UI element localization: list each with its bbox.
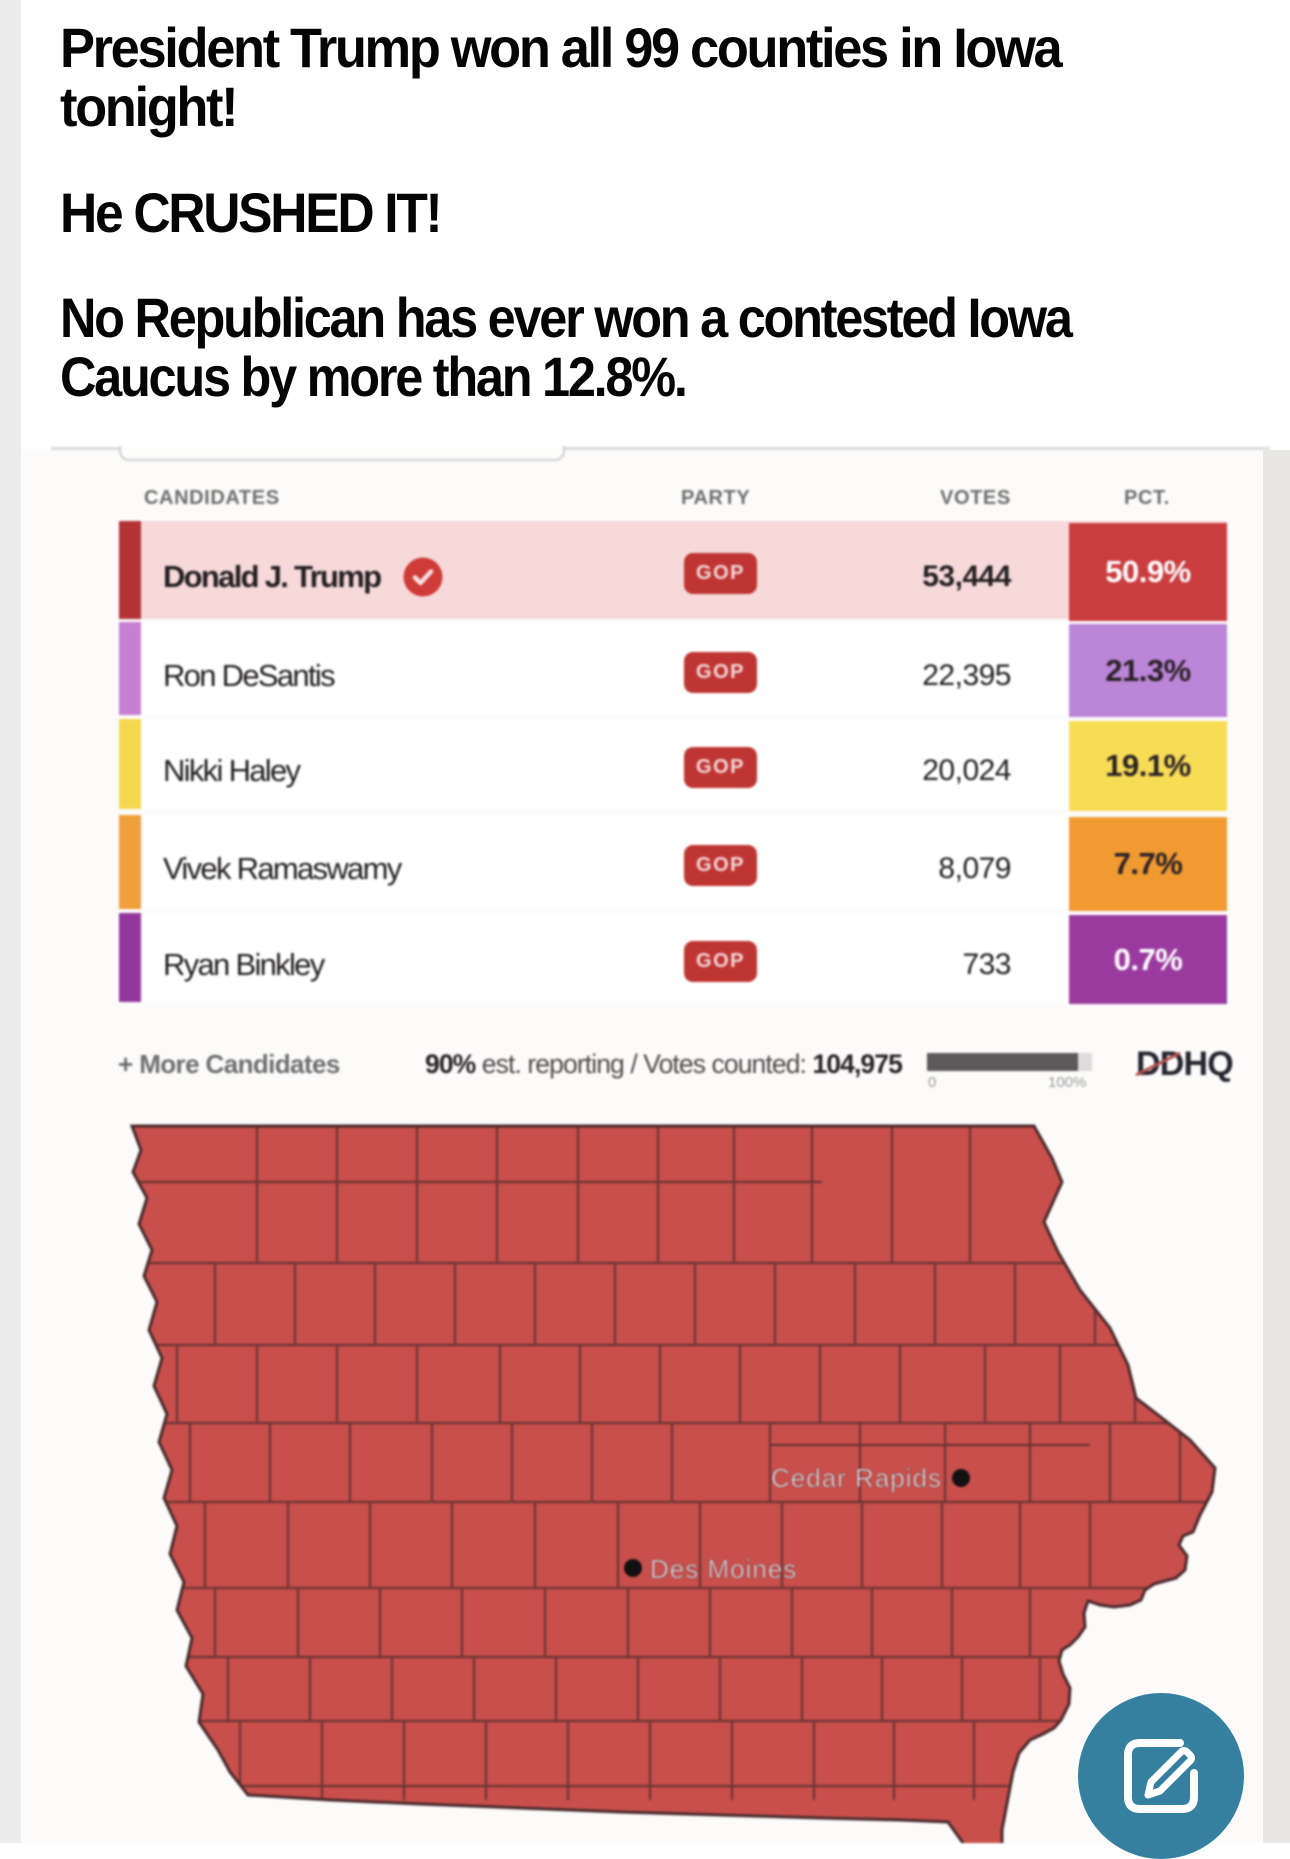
- svg-text:Des Moines: Des Moines: [650, 1554, 797, 1584]
- svg-text:Cedar Rapids: Cedar Rapids: [771, 1463, 942, 1493]
